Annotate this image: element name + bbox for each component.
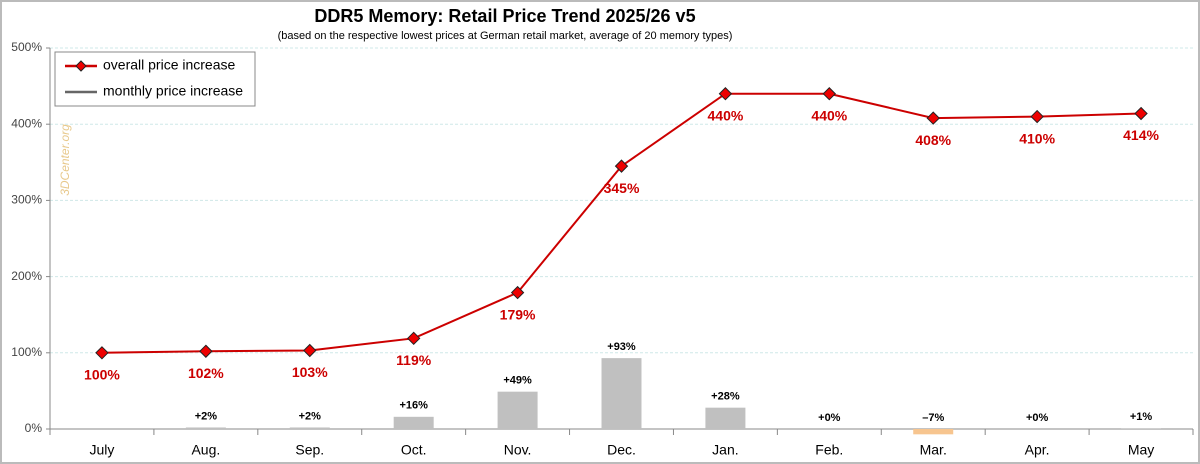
bar-value-label: +16% [399,400,428,412]
point-value-label: 119% [396,352,432,368]
x-tick-label: Sep. [295,442,324,458]
bar [497,391,538,429]
marker [406,331,421,346]
x-tick-label: July [90,442,115,458]
y-tick-label: 100% [11,345,42,359]
marker [199,344,213,358]
point-value-label: 414% [1123,127,1159,143]
x-tick-label: Oct. [401,442,427,458]
y-tick-label: 300% [11,193,42,207]
point-value-label: 440% [811,107,847,123]
bar-value-label: –7% [922,412,944,424]
point-value-label: 103% [292,364,328,380]
marker [1030,109,1044,124]
marker [926,111,940,125]
x-tick-label: Aug. [191,442,220,458]
legend-marker [75,60,87,72]
x-tick-label: Jan. [712,442,738,458]
point-value-label: 345% [604,180,640,196]
y-tick-label: 0% [25,421,43,435]
chart-subtitle: (based on the respective lowest prices a… [278,30,733,42]
bar [393,416,434,429]
point-value-label: 410% [1019,130,1055,146]
bar-value-label: +93% [607,341,636,353]
bar-value-label: +0% [1026,412,1049,424]
point-value-label: 102% [188,365,224,381]
y-tick-label: 200% [11,269,42,283]
bar-value-label: +2% [195,410,218,422]
x-tick-label: Apr. [1025,442,1050,458]
point-value-label: 100% [84,367,120,383]
y-tick-label: 500% [11,40,42,54]
x-tick-label: Mar. [920,442,947,458]
bar-value-label: +28% [711,391,740,403]
bar [1121,428,1162,429]
bar [913,429,954,435]
marker [718,87,733,101]
legend-box [54,51,256,107]
marker [1134,106,1148,121]
x-tick-label: Feb. [815,442,843,458]
marker [822,87,837,101]
chart-title: DDR5 Memory: Retail Price Trend 2025/26 … [314,6,695,26]
bar-value-label: +49% [503,375,532,387]
bar [289,427,330,429]
legend-label: monthly price increase [103,83,243,99]
x-tick-label: Dec. [607,442,636,458]
marker [95,346,109,360]
bar-value-label: +1% [1130,411,1153,423]
watermark: 3DCenter.org [58,124,72,196]
y-tick-label: 400% [11,116,42,130]
x-tick-label: Nov. [504,442,532,458]
marker [510,285,525,300]
bar-value-label: +0% [818,412,841,424]
point-value-label: 440% [708,107,744,123]
bar [185,427,226,429]
point-value-label: 179% [500,306,536,322]
legend-label: overall price increase [103,57,235,73]
x-tick-label: May [1128,442,1154,458]
marker [614,159,629,173]
bar [705,407,746,429]
bar-value-label: +2% [299,410,322,422]
bar [601,358,642,429]
marker [303,343,317,358]
point-value-label: 408% [915,132,951,148]
